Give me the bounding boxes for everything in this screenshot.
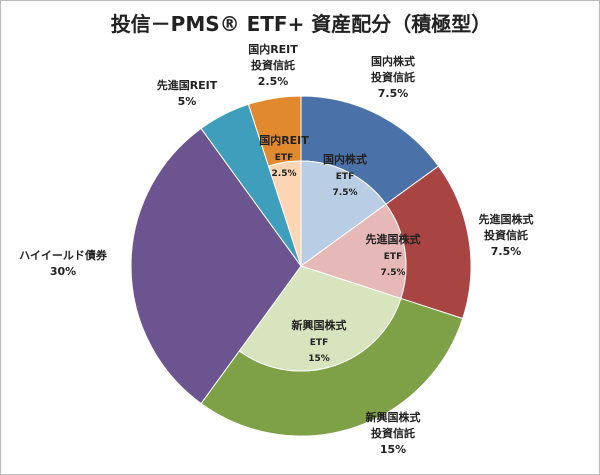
label-line: 投資信託 bbox=[371, 426, 415, 440]
label-line: ハイイールド債券 bbox=[19, 248, 108, 262]
label-line: 国内株式 bbox=[371, 54, 415, 68]
value-label: 2.5% bbox=[272, 169, 297, 179]
label-line: ETF bbox=[275, 153, 293, 163]
label-line: 投資信託 bbox=[484, 228, 528, 242]
label-line: 国内REIT bbox=[259, 133, 309, 147]
outer-label: 先進国株式投資信託 7.5% bbox=[479, 212, 534, 258]
outer-label: 新興国株式投資信託 15% bbox=[366, 410, 421, 456]
label-line: 先進国株式 bbox=[366, 232, 421, 246]
outer-label: 国内株式投資信託 7.5% bbox=[371, 54, 415, 100]
label-line: 投資信託 bbox=[251, 58, 295, 72]
inner-label: 新興国株式 ETF 15% bbox=[292, 318, 347, 364]
outer-slice bbox=[130, 127, 302, 405]
chart-title: 投信－PMS® ETF+ 資産配分（積極型） bbox=[111, 12, 492, 36]
label-line: ETF bbox=[384, 252, 402, 262]
inner-slice bbox=[299, 203, 407, 300]
outer-label: 先進国REIT 5% bbox=[157, 78, 218, 108]
inner-slice bbox=[238, 265, 402, 372]
label-line: 新興国株式 bbox=[366, 410, 421, 424]
label-line: 先進国REIT bbox=[157, 78, 218, 92]
inner-slice bbox=[267, 160, 302, 267]
value-label: 5% bbox=[178, 95, 197, 108]
label-line: 先進国株式 bbox=[479, 212, 534, 226]
value-label: 7.5% bbox=[381, 268, 406, 278]
label-line: 投資信託 bbox=[371, 70, 415, 84]
inner-slice bbox=[300, 160, 387, 267]
inner-label: 国内REIT ETF 2.5% bbox=[259, 133, 309, 179]
value-label: 7.5% bbox=[333, 188, 358, 198]
label-line: 国内REIT bbox=[248, 42, 298, 56]
value-label: 7.5% bbox=[378, 87, 409, 100]
label-line: ETF bbox=[310, 338, 328, 348]
value-label: 15% bbox=[308, 354, 330, 364]
value-label: 30% bbox=[50, 265, 76, 278]
value-label: 2.5% bbox=[258, 75, 289, 88]
value-label: 7.5% bbox=[491, 245, 522, 258]
label-line: 国内株式 bbox=[323, 152, 367, 166]
inner-label: 国内株式 ETF 7.5% bbox=[323, 152, 367, 198]
value-label: 15% bbox=[380, 443, 406, 456]
inner-label: 先進国株式 ETF 7.5% bbox=[366, 232, 421, 278]
outer-label: 国内REIT 投資信託 2.5% bbox=[248, 42, 298, 88]
outer-label: ハイイールド債券 30% bbox=[19, 248, 108, 278]
label-line: 新興国株式 bbox=[292, 318, 347, 332]
label-line: ETF bbox=[336, 172, 354, 182]
